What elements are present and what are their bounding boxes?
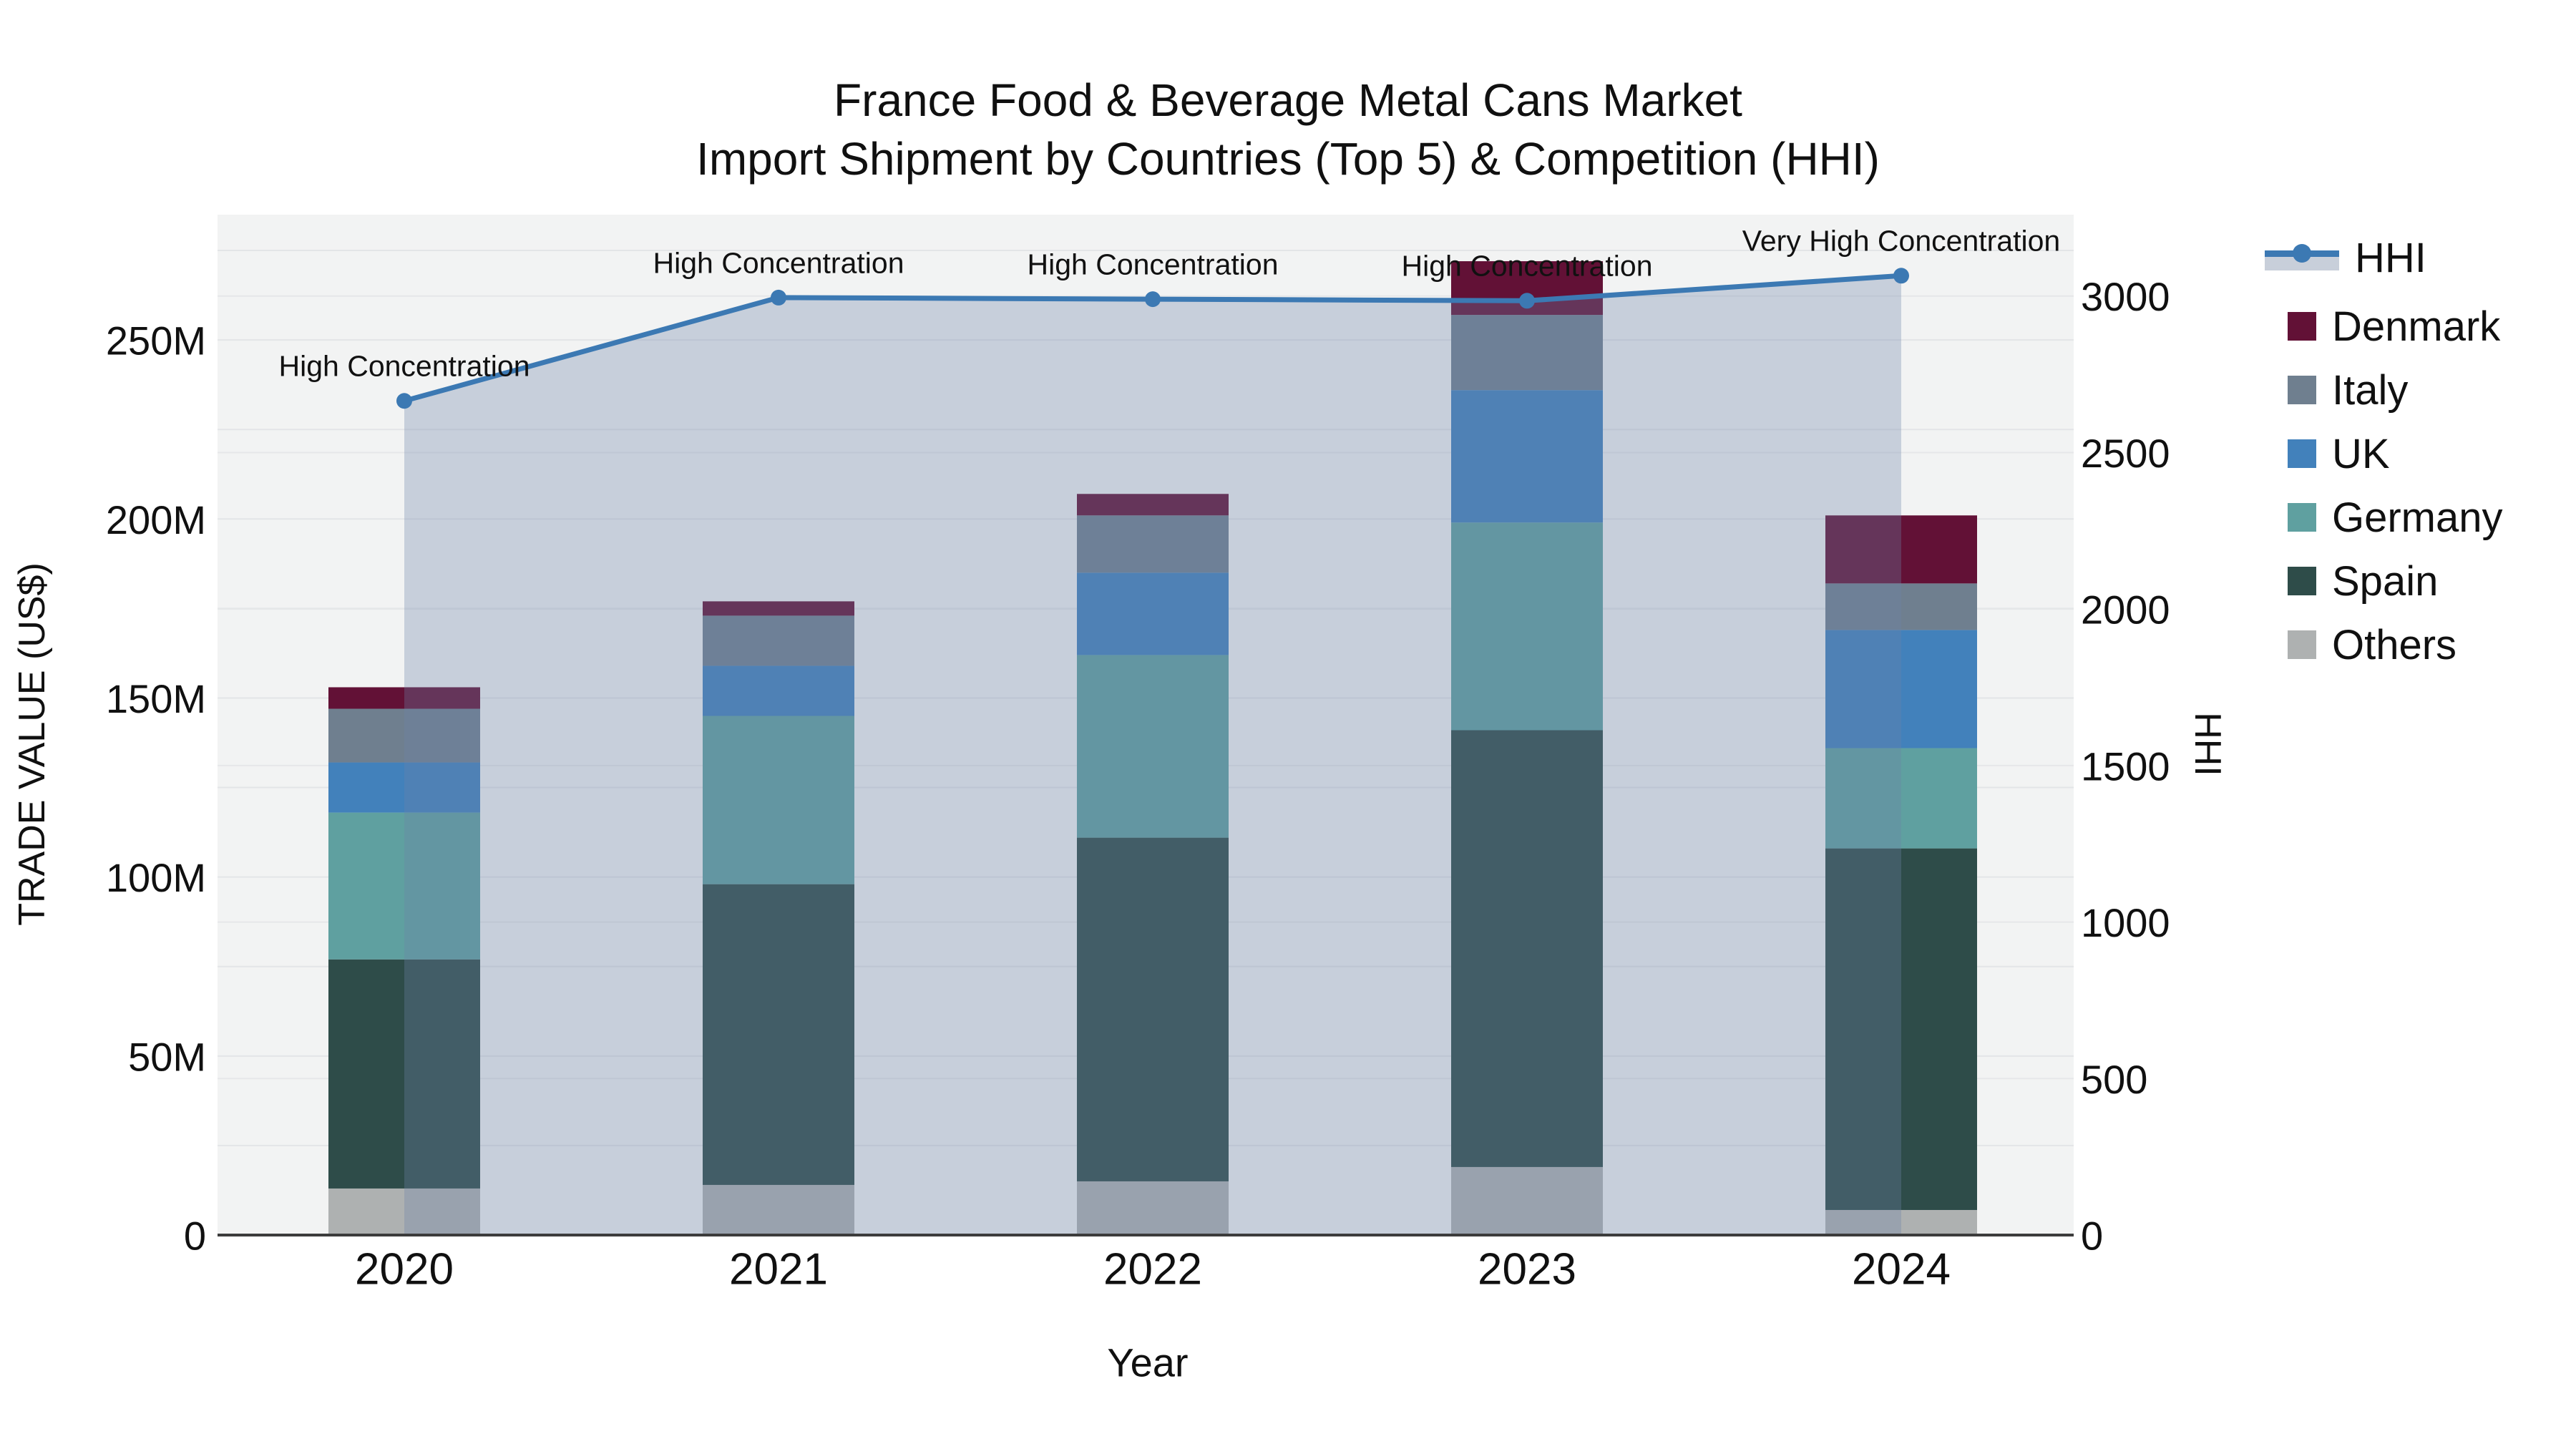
legend-label: Spain xyxy=(2332,557,2439,605)
bar-segment-2024-italy xyxy=(1825,583,1977,630)
y-right-tick-500: 500 xyxy=(2081,1057,2147,1102)
bar-segment-2023-spain xyxy=(1451,730,1603,1167)
hhi-line-sample-icon xyxy=(2265,242,2339,273)
legend-item-denmark[interactable]: Denmark xyxy=(2265,303,2501,350)
bar-segment-2024-others xyxy=(1825,1209,1977,1235)
x-tick-2020: 2020 xyxy=(355,1245,454,1294)
hhi-marker-2022 xyxy=(1145,291,1161,308)
legend-label: HHI xyxy=(2355,234,2426,281)
hhi-marker-2023 xyxy=(1519,293,1535,309)
uk-swatch-icon xyxy=(2288,439,2316,468)
bar-segment-2023-others xyxy=(1451,1166,1603,1235)
y-left-axis-title: TRADE VALUE (US$) xyxy=(11,562,53,926)
y-left-tick-250M: 250M xyxy=(106,318,206,364)
bar-segment-2021-italy xyxy=(703,615,854,666)
y-right-tick-2500: 2500 xyxy=(2081,431,2170,476)
bar-segment-2022-uk xyxy=(1077,572,1229,655)
y-left-tick-150M: 150M xyxy=(106,676,206,721)
others-swatch-icon xyxy=(2288,630,2316,659)
bar-segment-2020-spain xyxy=(328,959,480,1189)
annotation-2022: High Concentration xyxy=(1027,248,1279,281)
x-tick-2023: 2023 xyxy=(1478,1245,1576,1294)
chart-title-line2: Import Shipment by Countries (Top 5) & C… xyxy=(696,133,1880,185)
bar-segment-2022-spain xyxy=(1077,837,1229,1181)
hhi-area-fill xyxy=(404,275,1901,1235)
annotation-2021: High Concentration xyxy=(653,246,904,280)
bar-segment-2021-denmark xyxy=(703,601,854,616)
legend-label: Germany xyxy=(2332,494,2503,541)
bar-segment-2020-uk xyxy=(328,762,480,813)
hhi-marker-2024 xyxy=(1893,268,1909,284)
denmark-swatch-icon xyxy=(2288,312,2316,341)
y-right-axis-title: HHI xyxy=(2187,712,2228,776)
bar-segment-2023-germany xyxy=(1451,522,1603,731)
annotation-2024: Very High Concentration xyxy=(1742,224,2061,258)
y-left-tick-200M: 200M xyxy=(106,497,206,542)
spain-swatch-icon xyxy=(2288,567,2316,595)
bar-segment-2024-uk xyxy=(1825,630,1977,748)
legend-item-uk[interactable]: UK xyxy=(2265,430,2390,477)
y-right-tick-1000: 1000 xyxy=(2081,900,2170,945)
hhi-marker-2020 xyxy=(396,393,412,409)
legend-label: Italy xyxy=(2332,366,2409,414)
y-left-tick-0: 0 xyxy=(184,1214,206,1259)
y-left-tick-100M: 100M xyxy=(106,855,206,900)
y-right-tick-2000: 2000 xyxy=(2081,587,2170,633)
hhi-marker-2021 xyxy=(771,289,786,306)
bar-segment-2021-others xyxy=(703,1184,854,1235)
bar-segment-2020-italy xyxy=(328,708,480,763)
y-right-tick-0: 0 xyxy=(2081,1214,2103,1259)
bar-segment-2024-germany xyxy=(1825,748,1977,849)
legend-item-spain[interactable]: Spain xyxy=(2265,557,2439,605)
bar-segment-2020-denmark xyxy=(328,687,480,709)
bar-segment-2021-uk xyxy=(703,665,854,716)
annotation-2023: High Concentration xyxy=(1401,249,1653,283)
italy-swatch-icon xyxy=(2288,376,2316,404)
bar-segment-2022-denmark xyxy=(1077,494,1229,516)
bar-segment-2024-spain xyxy=(1825,848,1977,1210)
y-right-tick-3000: 3000 xyxy=(2081,274,2170,319)
bar-segment-2021-spain xyxy=(703,884,854,1185)
legend-item-hhi[interactable]: HHI xyxy=(2265,234,2426,281)
legend-item-others[interactable]: Others xyxy=(2265,621,2457,668)
germany-swatch-icon xyxy=(2288,503,2316,532)
bar-segment-2021-germany xyxy=(703,716,854,884)
x-tick-2022: 2022 xyxy=(1103,1245,1202,1294)
bar-segment-2020-germany xyxy=(328,812,480,960)
y-left-tick-50M: 50M xyxy=(128,1034,206,1079)
bar-segment-2022-germany xyxy=(1077,655,1229,838)
legend-label: UK xyxy=(2332,430,2390,477)
y-right-tick-1500: 1500 xyxy=(2081,743,2170,789)
bar-segment-2024-denmark xyxy=(1825,515,1977,584)
bar-segment-2023-italy xyxy=(1451,315,1603,391)
x-axis-title: Year xyxy=(1107,1340,1189,1385)
legend-label: Others xyxy=(2332,621,2457,668)
bar-segment-2022-others xyxy=(1077,1181,1229,1235)
bar-segment-2023-uk xyxy=(1451,390,1603,523)
bar-segment-2020-others xyxy=(328,1188,480,1235)
bar-segment-2022-italy xyxy=(1077,515,1229,573)
legend-label: Denmark xyxy=(2332,303,2501,350)
x-tick-2021: 2021 xyxy=(729,1245,828,1294)
chart-title-line1: France Food & Beverage Metal Cans Market xyxy=(834,74,1742,126)
legend-item-italy[interactable]: Italy xyxy=(2265,366,2409,414)
x-tick-2024: 2024 xyxy=(1852,1245,1951,1294)
legend-item-germany[interactable]: Germany xyxy=(2265,494,2503,541)
annotation-2020: High Concentration xyxy=(278,349,530,383)
